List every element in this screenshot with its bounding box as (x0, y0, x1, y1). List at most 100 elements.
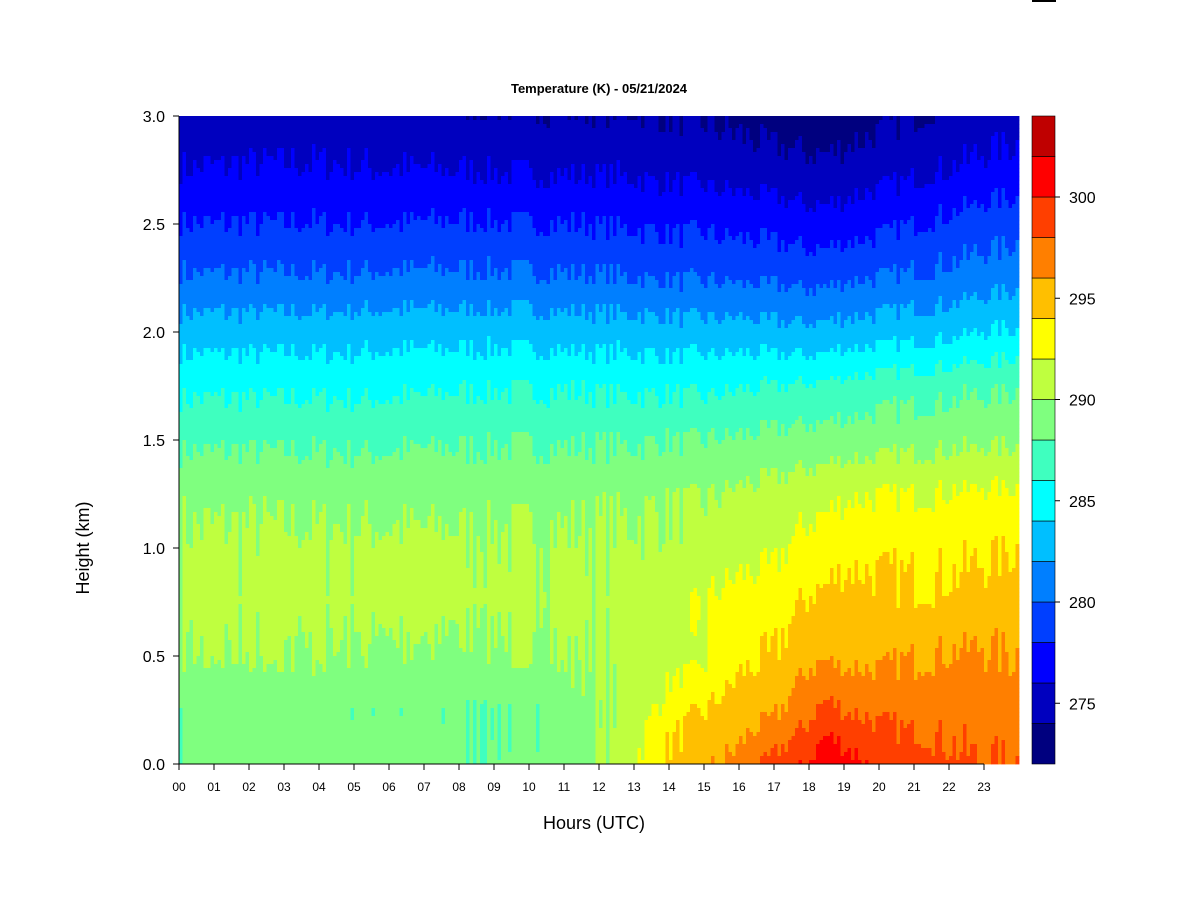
heatmap-cell (585, 516, 596, 521)
heatmap-cell (749, 132, 761, 137)
heatmap-cell (760, 128, 768, 133)
heatmap-cell (627, 172, 645, 177)
heatmap-cell (536, 180, 540, 185)
heatmap-cell (347, 440, 351, 445)
heatmap-cell (1001, 156, 1009, 161)
heatmap-cell (725, 388, 729, 393)
heatmap-cell (760, 136, 768, 141)
heatmap-cell (242, 320, 593, 325)
heatmap-cell (896, 132, 901, 137)
heatmap-cell (595, 180, 607, 185)
heatmap-cell (679, 516, 684, 521)
heatmap-cell (326, 388, 348, 393)
heatmap-cell (567, 276, 572, 281)
heatmap-cell (550, 184, 593, 189)
heatmap-cell (242, 272, 257, 277)
heatmap-cell (473, 396, 477, 401)
heatmap-cell (501, 352, 509, 357)
heatmap-cell (665, 276, 670, 281)
heatmap-cell (896, 128, 901, 133)
heatmap-cell (434, 208, 463, 213)
heatmap-cell (637, 444, 642, 449)
heatmap-cell (403, 300, 407, 305)
heatmap-cell (595, 360, 607, 365)
heatmap-cell (644, 528, 659, 533)
heatmap-cell (410, 264, 414, 269)
heatmap-cell (511, 452, 533, 457)
heatmap-cell (466, 536, 470, 541)
heatmap-cell (574, 540, 579, 545)
heatmap-cell (781, 152, 785, 157)
heatmap-cell (658, 452, 663, 457)
heatmap-cell (242, 268, 246, 273)
heatmap-cell (788, 388, 964, 393)
heatmap-cell (511, 264, 533, 269)
heatmap-cell (991, 196, 999, 201)
heatmap-cell (217, 444, 222, 449)
heatmap-cell (809, 288, 813, 293)
heatmap-cell (658, 512, 666, 517)
heatmap-cell (238, 516, 243, 521)
heatmap-cell (553, 224, 558, 229)
heatmap-cell (935, 372, 1020, 377)
heatmap-cell (683, 508, 705, 513)
heatmap-cell (347, 152, 351, 157)
heatmap-cell (623, 348, 628, 353)
heatmap-cell (350, 308, 362, 313)
heatmap-cell (490, 536, 495, 541)
heatmap-cell (641, 516, 645, 521)
heatmap-cell (294, 220, 313, 225)
heatmap-cell (224, 228, 229, 233)
heatmap-cell (956, 452, 960, 457)
heatmap-cell (231, 516, 239, 521)
heatmap-cell (567, 396, 572, 401)
heatmap-cell (228, 456, 239, 461)
heatmap-cell (322, 440, 327, 445)
heatmap-cell (781, 248, 785, 253)
heatmap-cell (777, 192, 799, 197)
heatmap-cell (585, 500, 596, 505)
heatmap-cell (336, 160, 348, 165)
heatmap-cell (553, 544, 558, 549)
heatmap-cell (676, 172, 680, 177)
heatmap-cell (683, 324, 778, 329)
heatmap-cell (476, 396, 481, 401)
heatmap-cell (182, 404, 190, 409)
heatmap-cell (242, 276, 257, 281)
heatmap-cell (938, 204, 943, 209)
heatmap-cell (935, 264, 943, 269)
heatmap-cell (952, 208, 957, 213)
heatmap-cell (616, 492, 621, 497)
heatmap-cell (753, 144, 761, 149)
heatmap-cell (501, 224, 509, 229)
heatmap-cell (728, 124, 740, 129)
heatmap-cell (256, 348, 264, 353)
heatmap-cell (354, 356, 372, 361)
heatmap-cell (840, 516, 845, 521)
heatmap-cell (550, 228, 554, 233)
heatmap-cell (641, 404, 645, 409)
heatmap-cell (277, 148, 285, 153)
heatmap-cell (508, 228, 512, 233)
heatmap-cell (781, 480, 785, 485)
heatmap-cell (844, 152, 964, 157)
heatmap-cell (620, 344, 691, 349)
heatmap-cell (809, 428, 813, 433)
heatmap-cell (900, 448, 904, 453)
heatmap-cell (259, 456, 299, 461)
heatmap-cell (592, 176, 596, 181)
heatmap-cell (725, 348, 729, 353)
heatmap-cell (182, 260, 187, 265)
heatmap-cell (679, 400, 684, 405)
heatmap-cell (672, 440, 680, 445)
heatmap-cell (963, 328, 967, 333)
heatmap-cell (487, 516, 491, 521)
heatmap-cell (952, 364, 957, 369)
heatmap-cell (683, 492, 701, 497)
heatmap-cell (480, 452, 488, 457)
heatmap-cell (1001, 252, 1009, 257)
heatmap-cell (399, 272, 404, 277)
heatmap-cell (221, 348, 225, 353)
heatmap-cell (403, 528, 435, 533)
heatmap-cell (403, 396, 407, 401)
